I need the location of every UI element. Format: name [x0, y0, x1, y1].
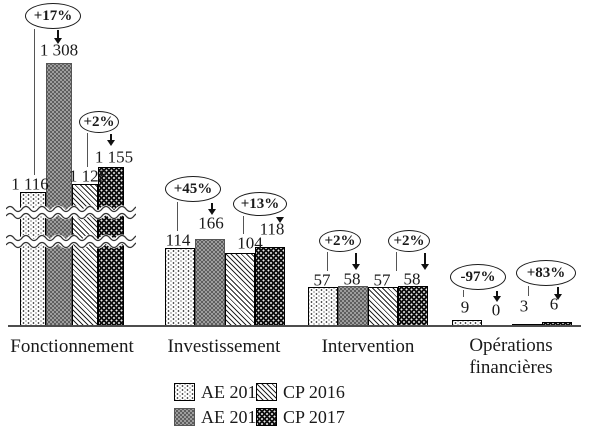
bar-intervention-cp-2016: [368, 287, 398, 327]
bar-intervention-cp-2017: [398, 286, 428, 327]
bar-fonctionnement-ae-2017: [46, 63, 72, 327]
annotation-ellipse-investissement-3: +13%: [233, 192, 287, 216]
legend-label-cp-2017: CP 2017: [283, 406, 345, 427]
value-label-fonctionnement-cp-2016: 1 128: [68, 166, 108, 186]
annotation-arrowhead-icon-intervention-cp-2017: [421, 264, 429, 270]
annotation-arrow-shaft-investissement-ae-2017: [211, 203, 213, 209]
annotation-ellipse-investissement-2: +45%: [165, 176, 221, 202]
category-label-fonctionnement: Fonctionnement: [10, 336, 133, 358]
category-label-line: Investissement: [167, 336, 281, 357]
bar-intervention-ae-2016: [308, 287, 338, 327]
value-label-investissement-ae-2016: 114: [165, 230, 191, 250]
annotation-line-investissement-ae-2016: [177, 202, 178, 231]
value-label-intervention-cp-2016: 57: [373, 270, 391, 290]
annotation-arrowhead-icon-op-rations-financi-res-cp-2017: [554, 294, 562, 300]
annotation-arrowhead-icon-intervention-ae-2017: [352, 264, 360, 270]
value-label-investissement-cp-2017: 118: [259, 219, 285, 239]
annotation-ellipse-op-rations-financi-res-7: +83%: [516, 260, 576, 286]
annotation-arrowhead-icon-investissement-ae-2017: [208, 209, 216, 215]
annotation-ellipse-fonctionnement-1: +2%: [79, 111, 119, 133]
legend-item-ae-2016: AE 2016: [174, 379, 266, 404]
value-label-op-rations-financi-res-cp-2016: 3: [519, 296, 529, 316]
annotation-ellipse-intervention-5: +2%: [388, 230, 430, 252]
annotation-arrowhead-icon-fonctionnement-cp-2017: [107, 140, 115, 146]
legend-item-cp-2017: CP 2017: [256, 404, 345, 429]
value-label-op-rations-financi-res-ae-2017: 0: [491, 300, 501, 320]
bar-investissement-cp-2017: [255, 247, 285, 327]
category-label-investissement: Investissement: [168, 336, 281, 358]
legend-item-cp-2016: CP 2016: [256, 379, 345, 404]
bar-investissement-ae-2017: [195, 239, 225, 327]
legend-swatch-cp-2016: [256, 382, 277, 401]
annotation-arrow-shaft-fonctionnement-cp-2017: [110, 134, 112, 140]
value-label-intervention-ae-2017: 58: [343, 269, 361, 289]
x-axis-line: [8, 325, 581, 327]
annotation-arrowhead-icon-fonctionnement-ae-2017: [54, 38, 62, 44]
value-label-fonctionnement-ae-2017: 1 308: [39, 40, 79, 60]
bar-investissement-cp-2016: [225, 253, 255, 327]
legend-swatch-cp-2017: [256, 407, 277, 426]
annotation-arrow-shaft-op-rations-financi-res-cp-2017: [557, 287, 559, 294]
annotation-arrowhead-icon-op-rations-financi-res-ae-2017: [493, 296, 501, 302]
annotation-line-intervention-cp-2016: [396, 252, 397, 271]
category-label-op-rations-financi-res: Opérations financières: [469, 335, 552, 379]
annotation-line-fonctionnement-ae-2016: [34, 29, 35, 175]
annotation-arrow-shaft-intervention-cp-2017: [424, 253, 426, 264]
annotation-ellipse-intervention-4: +2%: [319, 230, 361, 252]
value-label-fonctionnement-cp-2017: 1 155: [94, 147, 134, 167]
value-label-investissement-ae-2017: 166: [198, 213, 224, 233]
legend: AE 2016 CP 2016 AE 2017 CP 2017: [174, 379, 345, 429]
category-label-intervention: Intervention: [322, 336, 415, 358]
legend-label-ae-2017: AE 2017: [201, 406, 266, 427]
annotation-arrow-shaft-intervention-ae-2017: [355, 253, 357, 264]
value-label-intervention-cp-2017: 58: [403, 269, 421, 289]
category-label-line: financières: [469, 357, 553, 378]
value-label-investissement-cp-2016: 104: [237, 233, 263, 253]
legend-swatch-ae-2017: [174, 407, 195, 426]
annotation-arrow-shaft-op-rations-financi-res-ae-2017: [496, 291, 498, 296]
value-label-op-rations-financi-res-cp-2017: 6: [549, 294, 559, 314]
legend-label-cp-2016: CP 2016: [283, 381, 345, 402]
legend-item-ae-2017: AE 2017: [174, 404, 266, 429]
annotation-line-op-rations-financi-res-ae-2016: [463, 290, 464, 297]
category-label-line: Intervention: [321, 336, 415, 357]
category-label-line: Fonctionnement: [10, 336, 134, 357]
annotation-line-op-rations-financi-res-cp-2016: [528, 286, 529, 296]
annotation-line-investissement-cp-2016: [243, 216, 244, 234]
annotation-arrowhead-icon-investissement-cp-2017: [276, 217, 284, 223]
category-label-line: Opérations: [469, 335, 553, 356]
axis-break-wave-1: [6, 205, 136, 220]
value-label-fonctionnement-ae-2016: 1 116: [11, 174, 49, 194]
annotation-line-fonctionnement-cp-2016: [87, 133, 88, 167]
annotation-line-intervention-ae-2016: [327, 252, 328, 271]
value-label-intervention-ae-2016: 57: [313, 270, 331, 290]
legend-label-ae-2016: AE 2016: [201, 381, 266, 402]
annotation-arrow-shaft-fonctionnement-ae-2017: [57, 30, 59, 38]
legend-swatch-ae-2016: [174, 382, 195, 401]
value-label-op-rations-financi-res-ae-2016: 9: [460, 297, 470, 317]
axis-break-wave-2: [6, 234, 136, 249]
bar-investissement-ae-2016: [165, 248, 195, 327]
bar-intervention-ae-2017: [338, 286, 368, 327]
annotation-ellipse-op-rations-financi-res-6: -97%: [450, 264, 506, 290]
annotation-ellipse-fonctionnement-0: +17%: [25, 3, 81, 29]
